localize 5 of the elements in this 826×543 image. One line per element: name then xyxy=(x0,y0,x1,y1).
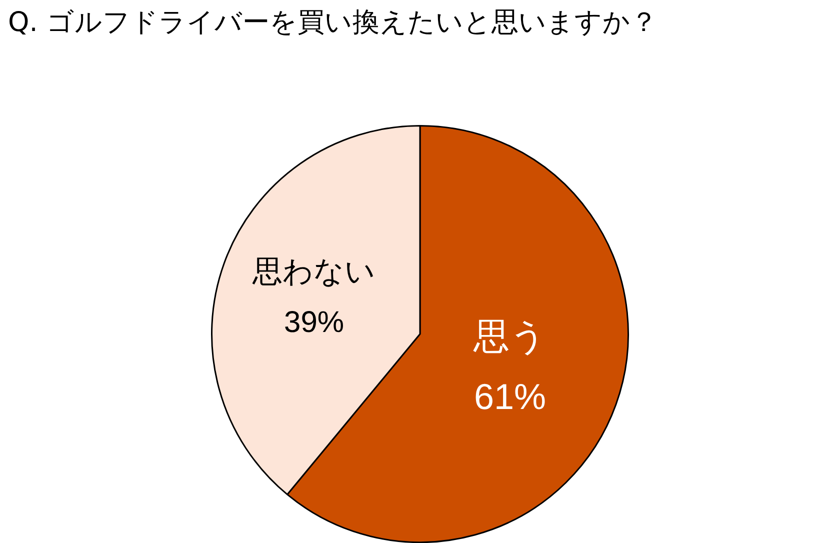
slice-label: 思う xyxy=(472,316,546,358)
chart-title: Q. ゴルフドライバーを買い換えたいと思いますか？ xyxy=(8,6,658,40)
data-label: 61% xyxy=(474,376,546,418)
slice-label: 思わない xyxy=(252,254,376,290)
data-label: 39% xyxy=(284,306,344,339)
